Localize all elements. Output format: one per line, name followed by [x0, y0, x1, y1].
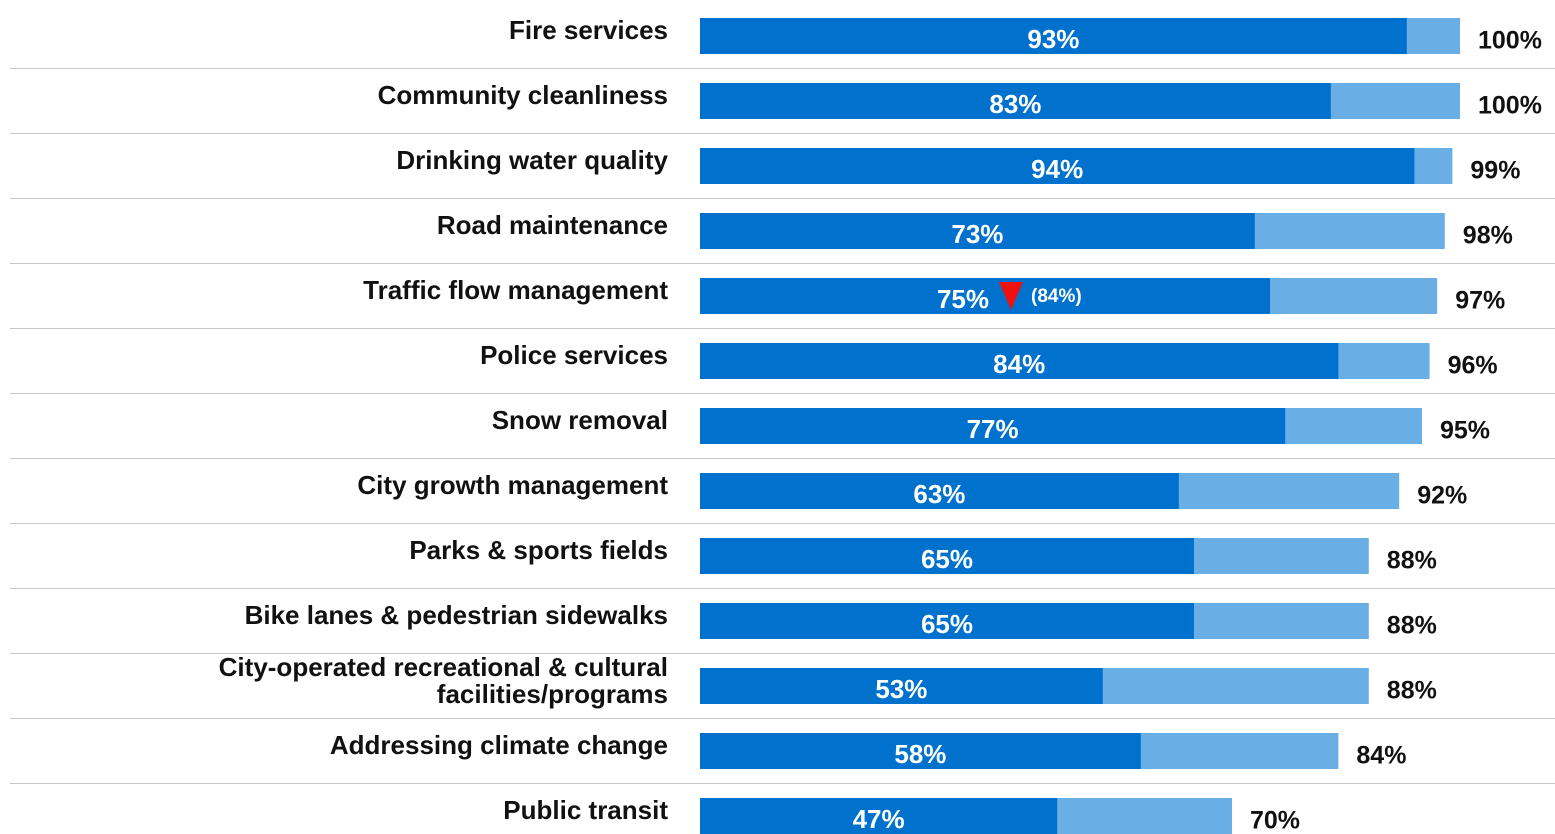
- value-label: 84%: [993, 349, 1045, 379]
- category-label: Drinking water quality: [396, 145, 668, 175]
- bar: [700, 408, 1286, 444]
- bar: [700, 278, 1270, 314]
- category-label: Police services: [480, 340, 668, 370]
- total-label: 100%: [1478, 92, 1542, 120]
- decline-marker: [999, 282, 1023, 310]
- category-label: Addressing climate change: [330, 730, 668, 760]
- bar: [700, 733, 1141, 769]
- value-label: 53%: [875, 674, 927, 704]
- total-label: 92%: [1417, 482, 1467, 510]
- value-label: 47%: [853, 804, 905, 834]
- bar: [700, 538, 1194, 574]
- total-label: 70%: [1250, 807, 1300, 834]
- value-label: 58%: [894, 739, 946, 769]
- total-label: 100%: [1478, 27, 1542, 55]
- value-label: 77%: [967, 414, 1019, 444]
- bar: [700, 798, 1058, 834]
- value-label: 93%: [1027, 24, 1079, 54]
- value-label: 75%: [937, 284, 989, 314]
- total-label: 84%: [1356, 742, 1406, 770]
- bar: [700, 343, 1339, 379]
- value-label: 65%: [921, 609, 973, 639]
- bar: [700, 603, 1194, 639]
- value-label: 94%: [1031, 154, 1083, 184]
- bar: [700, 148, 1415, 184]
- total-label: 96%: [1448, 352, 1498, 380]
- total-label: 99%: [1470, 157, 1520, 185]
- category-label: Fire services: [509, 15, 668, 45]
- value-label: 83%: [989, 89, 1041, 119]
- total-label: 88%: [1387, 547, 1437, 575]
- category-label: City growth management: [357, 470, 668, 500]
- category-label: City-operated recreational & cultural fac…: [219, 652, 668, 709]
- bar: [700, 18, 1407, 54]
- total-label: 97%: [1455, 287, 1505, 315]
- category-label: Parks & sports fields: [409, 535, 668, 565]
- total-label: 88%: [1387, 677, 1437, 705]
- previous-value-label: (84%): [1031, 286, 1082, 307]
- bar: [700, 213, 1255, 249]
- value-label: 63%: [913, 479, 965, 509]
- total-label: 88%: [1387, 612, 1437, 640]
- category-label: Road maintenance: [437, 210, 668, 240]
- bar: [700, 668, 1103, 704]
- value-label: 65%: [921, 544, 973, 574]
- category-label: Snow removal: [492, 405, 668, 435]
- category-label: Public transit: [503, 795, 668, 825]
- bar: [700, 83, 1331, 119]
- category-label: Community cleanliness: [378, 80, 668, 110]
- total-label: 95%: [1440, 417, 1490, 445]
- category-label: Bike lanes & pedestrian sidewalks: [245, 600, 668, 630]
- value-label: 73%: [951, 219, 1003, 249]
- total-label: 98%: [1463, 222, 1513, 250]
- bar: [700, 473, 1179, 509]
- category-label: Traffic flow management: [363, 275, 668, 305]
